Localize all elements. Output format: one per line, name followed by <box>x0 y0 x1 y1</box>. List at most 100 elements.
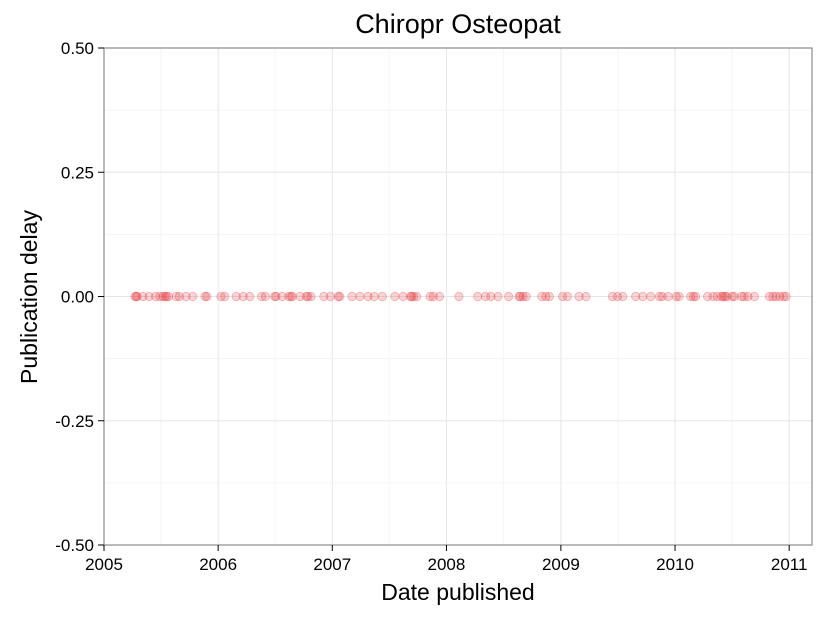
data-point <box>369 291 379 302</box>
data-point <box>155 291 165 302</box>
data-point <box>722 291 732 302</box>
data-point <box>412 291 422 302</box>
data-point <box>537 291 547 302</box>
data-point <box>557 291 568 302</box>
data-point <box>646 291 656 302</box>
data-point <box>544 291 554 302</box>
x-tick-label: 2009 <box>542 555 580 574</box>
data-point <box>657 291 667 302</box>
data-point <box>743 291 753 302</box>
data-point <box>686 291 696 302</box>
data-point <box>486 291 496 302</box>
data-point <box>504 291 514 302</box>
data-point <box>778 291 789 302</box>
x-tick-label: 2011 <box>771 555 808 574</box>
data-point <box>202 291 212 302</box>
data-point <box>260 291 270 302</box>
data-point <box>654 291 664 302</box>
data-point <box>749 291 760 302</box>
data-point <box>434 291 445 302</box>
data-point <box>574 291 584 302</box>
data-point <box>363 291 373 302</box>
data-point <box>238 291 248 302</box>
y-axis: 0.50 0.25 0.00 -0.25 -0.50 <box>55 39 104 555</box>
data-point <box>220 291 230 302</box>
data-point <box>150 291 161 302</box>
data-point <box>138 291 148 302</box>
data-point <box>216 291 226 302</box>
y-tick-label: 0.25 <box>61 163 94 182</box>
data-point <box>171 291 181 302</box>
data-point <box>428 291 438 302</box>
data-point <box>541 291 551 302</box>
x-axis: 2005 2006 2007 2008 2009 2010 2011 <box>85 545 807 574</box>
data-point <box>581 291 591 302</box>
data-point <box>727 291 737 302</box>
data-point <box>768 291 778 302</box>
data-point <box>691 291 701 302</box>
data-point <box>319 291 329 302</box>
data-point <box>132 291 142 302</box>
data-point <box>702 291 713 302</box>
data-point <box>775 291 785 302</box>
data-point <box>408 291 419 302</box>
y-tick-label: -0.50 <box>55 536 94 555</box>
data-point <box>200 291 210 302</box>
data-point <box>515 291 525 302</box>
data-point <box>161 291 172 302</box>
data-point <box>325 291 336 302</box>
data-point <box>688 291 699 302</box>
data-point <box>771 291 781 302</box>
y-tick-label: -0.25 <box>55 412 94 431</box>
data-point <box>163 291 174 302</box>
data-point <box>303 291 313 302</box>
y-axis-label: Publication delay <box>16 210 42 384</box>
data-point <box>284 291 294 302</box>
data-point <box>286 291 296 302</box>
data-point <box>562 291 573 302</box>
data-point <box>607 291 618 302</box>
data-point <box>335 291 345 302</box>
data-point <box>764 291 775 302</box>
data-point <box>729 291 740 302</box>
data-point <box>663 291 673 302</box>
data-points <box>130 291 791 302</box>
data-point <box>631 291 641 302</box>
y-tick-label: 0.50 <box>61 39 94 58</box>
data-point <box>398 291 408 302</box>
data-point <box>521 291 531 302</box>
data-point <box>514 291 524 302</box>
data-point <box>618 291 628 302</box>
data-point <box>493 291 503 302</box>
data-point <box>712 291 722 302</box>
data-point <box>405 291 416 302</box>
data-point <box>287 291 297 302</box>
x-tick-label: 2005 <box>85 555 123 574</box>
data-point <box>612 291 623 302</box>
data-point <box>270 291 280 302</box>
x-tick-label: 2006 <box>199 555 237 574</box>
data-point <box>708 291 718 302</box>
x-tick-label: 2010 <box>656 555 694 574</box>
data-point <box>333 291 343 302</box>
data-point <box>739 291 749 302</box>
data-point <box>301 291 311 302</box>
data-point <box>130 291 140 302</box>
chart-title: Chiropr Osteopat <box>355 9 561 39</box>
data-point <box>473 291 483 302</box>
data-point <box>188 291 198 302</box>
data-point <box>231 291 241 302</box>
data-point <box>174 291 184 302</box>
data-point <box>737 291 747 302</box>
data-point <box>718 291 728 302</box>
data-point <box>158 291 168 302</box>
data-point <box>347 291 357 302</box>
data-point <box>480 291 491 302</box>
data-point <box>717 291 727 302</box>
data-point <box>181 291 191 302</box>
x-tick-label: 2007 <box>313 555 351 574</box>
data-point <box>454 291 464 302</box>
data-point <box>257 291 267 302</box>
data-point <box>720 291 730 302</box>
data-point <box>671 291 681 302</box>
